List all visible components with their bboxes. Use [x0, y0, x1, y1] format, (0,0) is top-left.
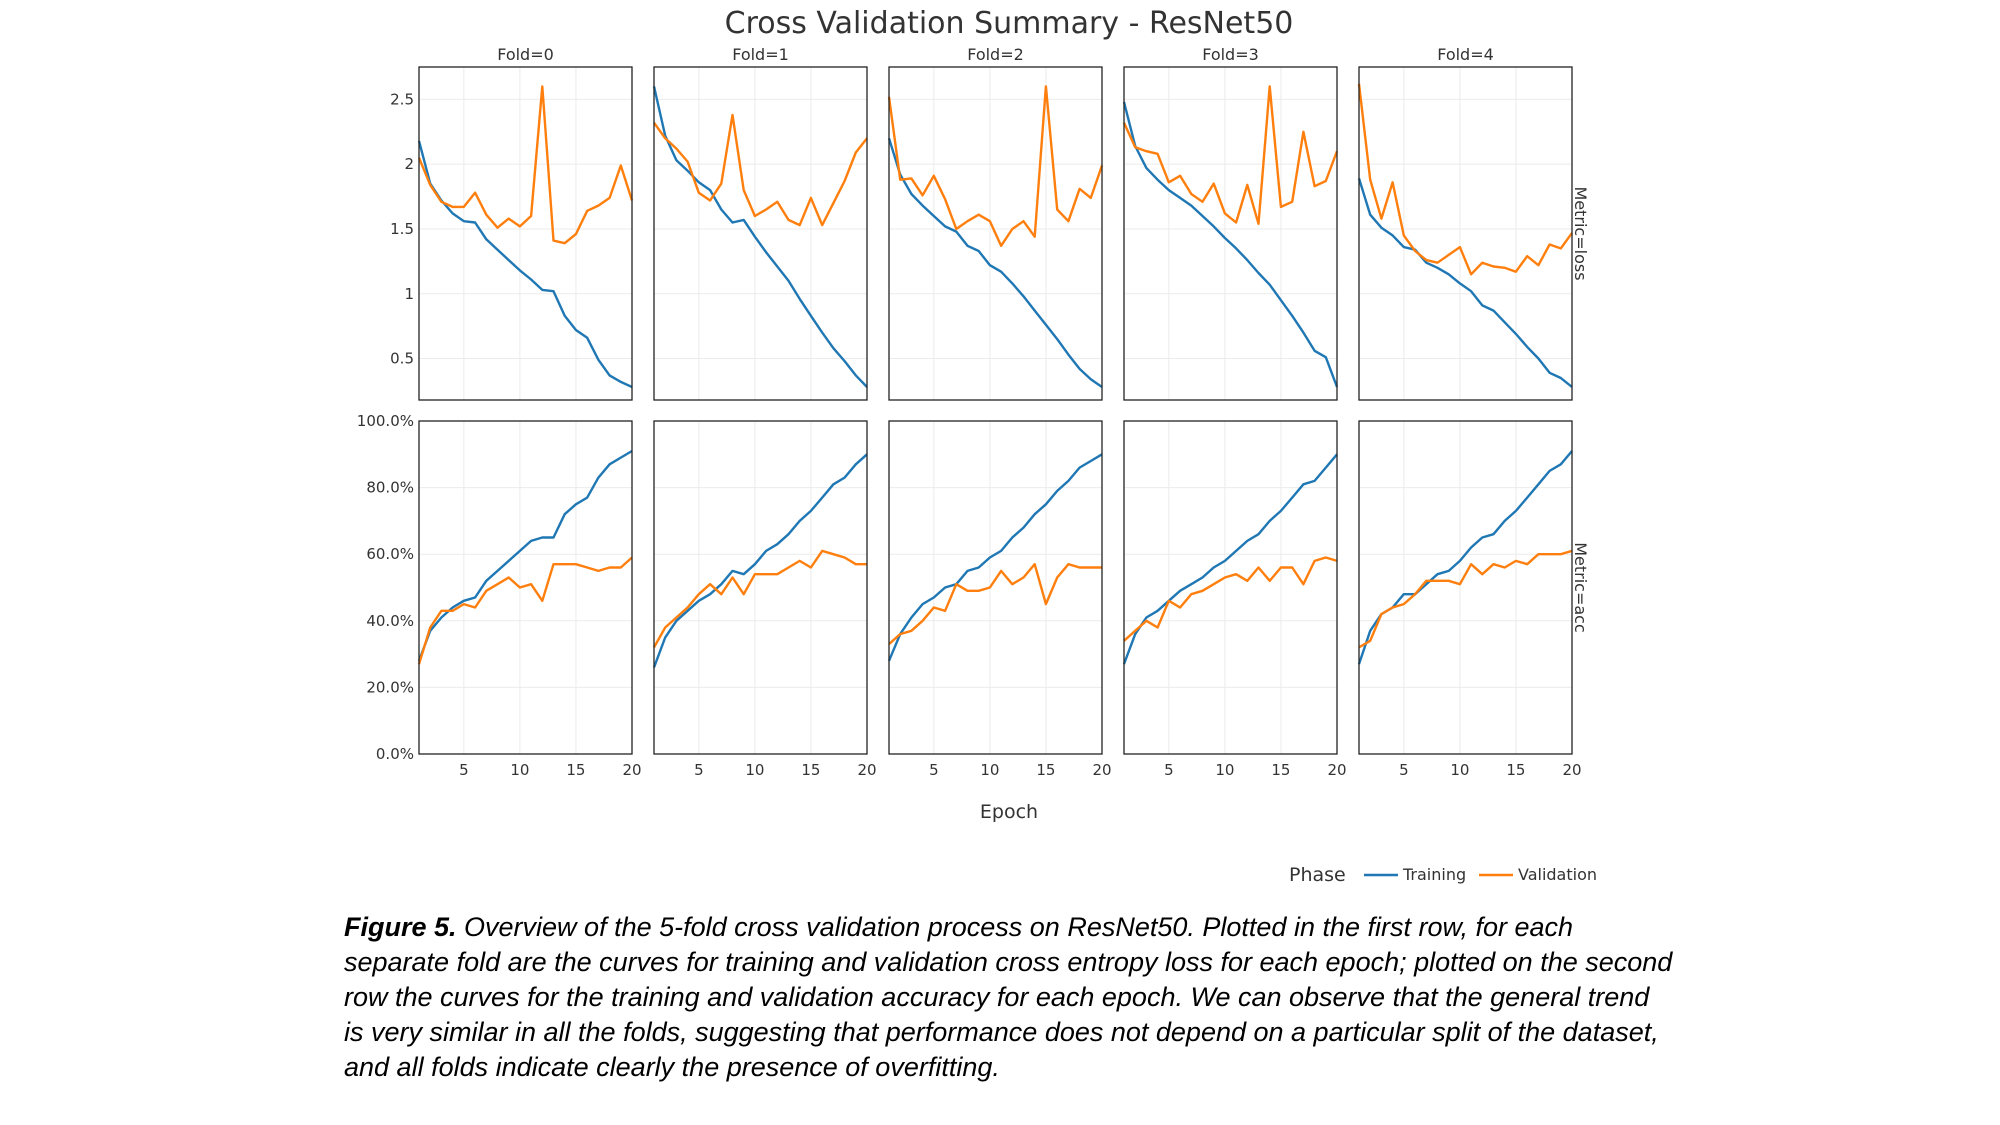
y-tick-label: 1: [404, 285, 414, 303]
series-line-training: [1122, 101, 1339, 388]
x-tick-label: 5: [929, 761, 939, 779]
series-line-training: [1357, 450, 1573, 665]
x-tick-label: 20: [1562, 761, 1581, 779]
panel-border: [888, 66, 1103, 401]
x-tick-label: 10: [1450, 761, 1469, 779]
series-line-validation: [1123, 556, 1338, 642]
panel-metric-acc-fold-4: [1357, 420, 1573, 755]
series-line-validation: [887, 85, 1104, 248]
x-tick-label: 5: [1164, 761, 1174, 779]
series-line-training: [417, 140, 633, 389]
series-line-validation: [417, 85, 634, 245]
facet-label-fold-1: Fold=1: [732, 45, 789, 64]
caption-text: Overview of the 5-fold cross validation …: [344, 912, 1673, 1082]
panel-metric-loss-fold-3: [1122, 66, 1339, 401]
series-line-training: [652, 453, 868, 668]
series-line-validation: [888, 563, 1102, 645]
series-line-training: [1122, 453, 1338, 665]
panel-border: [1358, 420, 1573, 755]
x-tick-label: 5: [1399, 761, 1409, 779]
y-tick-label: 20.0%: [366, 678, 414, 696]
facet-label-fold-3: Fold=3: [1202, 45, 1259, 64]
y-tick-label: 60.0%: [366, 545, 414, 563]
x-tick-label: 10: [745, 761, 764, 779]
x-axis-label: Epoch: [980, 801, 1038, 823]
series-line-validation: [1357, 83, 1573, 276]
panel-border: [888, 420, 1103, 755]
x-tick-label: 20: [1092, 761, 1111, 779]
panel-metric-acc-fold-2: [887, 420, 1103, 755]
y-tick-label: 80.0%: [366, 479, 414, 497]
series-line-training: [887, 137, 1103, 388]
chart-title: Cross Validation Summary - ResNet50: [725, 6, 1294, 41]
panel-border: [653, 420, 868, 755]
caption-label: Figure 5.: [344, 912, 457, 942]
y-tick-label: 2: [404, 155, 414, 173]
figure-caption: Figure 5. Overview of the 5-fold cross v…: [344, 910, 1674, 1085]
x-tick-label: 15: [1271, 761, 1290, 779]
legend: Phase Training Validation: [1289, 864, 1597, 886]
x-tick-label: 15: [801, 761, 820, 779]
series-line-training: [652, 86, 868, 388]
x-tick-label: 10: [980, 761, 999, 779]
legend-label-validation: Validation: [1518, 865, 1597, 884]
y-tick-label: 2.5: [390, 90, 414, 108]
facet-label-fold-0: Fold=0: [497, 45, 554, 64]
panel-border: [1123, 66, 1338, 401]
panel-metric-loss-fold-2: [887, 66, 1104, 401]
panel-border: [653, 66, 868, 401]
panel-metric-acc-fold-0: [417, 420, 633, 755]
panel-border: [1358, 66, 1573, 401]
row-label-metric-loss: Metric=loss: [1571, 186, 1590, 280]
facet-label-fold-4: Fold=4: [1437, 45, 1494, 64]
x-tick-label: 20: [622, 761, 641, 779]
panel-border: [418, 66, 633, 401]
row-label-metric-acc: Metric=acc: [1571, 542, 1590, 633]
y-tick-label: 0.5: [390, 350, 414, 368]
x-tick-label: 5: [694, 761, 704, 779]
x-tick-label: 10: [1215, 761, 1234, 779]
series-line-validation: [1122, 85, 1339, 226]
series-line-validation: [417, 556, 633, 665]
panel-border: [418, 420, 633, 755]
series-line-training: [1357, 178, 1573, 388]
series-line-validation: [1358, 549, 1573, 649]
panel-metric-loss-fold-0: [417, 66, 634, 401]
panel-border: [1123, 420, 1338, 755]
legend-title: Phase: [1289, 864, 1346, 886]
y-tick-label: 100.0%: [357, 412, 414, 430]
y-tick-label: 1.5: [390, 220, 414, 238]
x-tick-label: 5: [459, 761, 469, 779]
x-tick-label: 15: [1506, 761, 1525, 779]
x-tick-label: 10: [510, 761, 529, 779]
panel-metric-loss-fold-4: [1357, 66, 1573, 401]
y-tick-label: 40.0%: [366, 612, 414, 630]
x-tick-label: 15: [566, 761, 585, 779]
series-line-validation: [653, 113, 868, 227]
panel-grid: Fold=0 Fold=1 Fold=2 Fold=3 Fold=4 Metric=los…: [357, 45, 1590, 779]
x-tick-label: 15: [1036, 761, 1055, 779]
x-tick-label: 20: [1327, 761, 1346, 779]
series-line-validation: [652, 549, 867, 648]
series-line-training: [887, 453, 1103, 662]
y-tick-label: 0.0%: [376, 745, 414, 763]
panel-metric-acc-fold-3: [1122, 420, 1338, 755]
panel-metric-loss-fold-1: [652, 66, 868, 401]
panel-metric-acc-fold-1: [652, 420, 868, 755]
legend-label-training: Training: [1402, 865, 1466, 884]
series-line-training: [417, 449, 633, 662]
x-tick-label: 20: [857, 761, 876, 779]
facet-label-fold-2: Fold=2: [967, 45, 1024, 64]
